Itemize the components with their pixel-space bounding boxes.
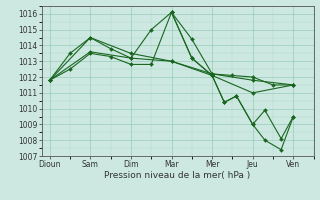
X-axis label: Pression niveau de la mer( hPa ): Pression niveau de la mer( hPa ) bbox=[104, 171, 251, 180]
